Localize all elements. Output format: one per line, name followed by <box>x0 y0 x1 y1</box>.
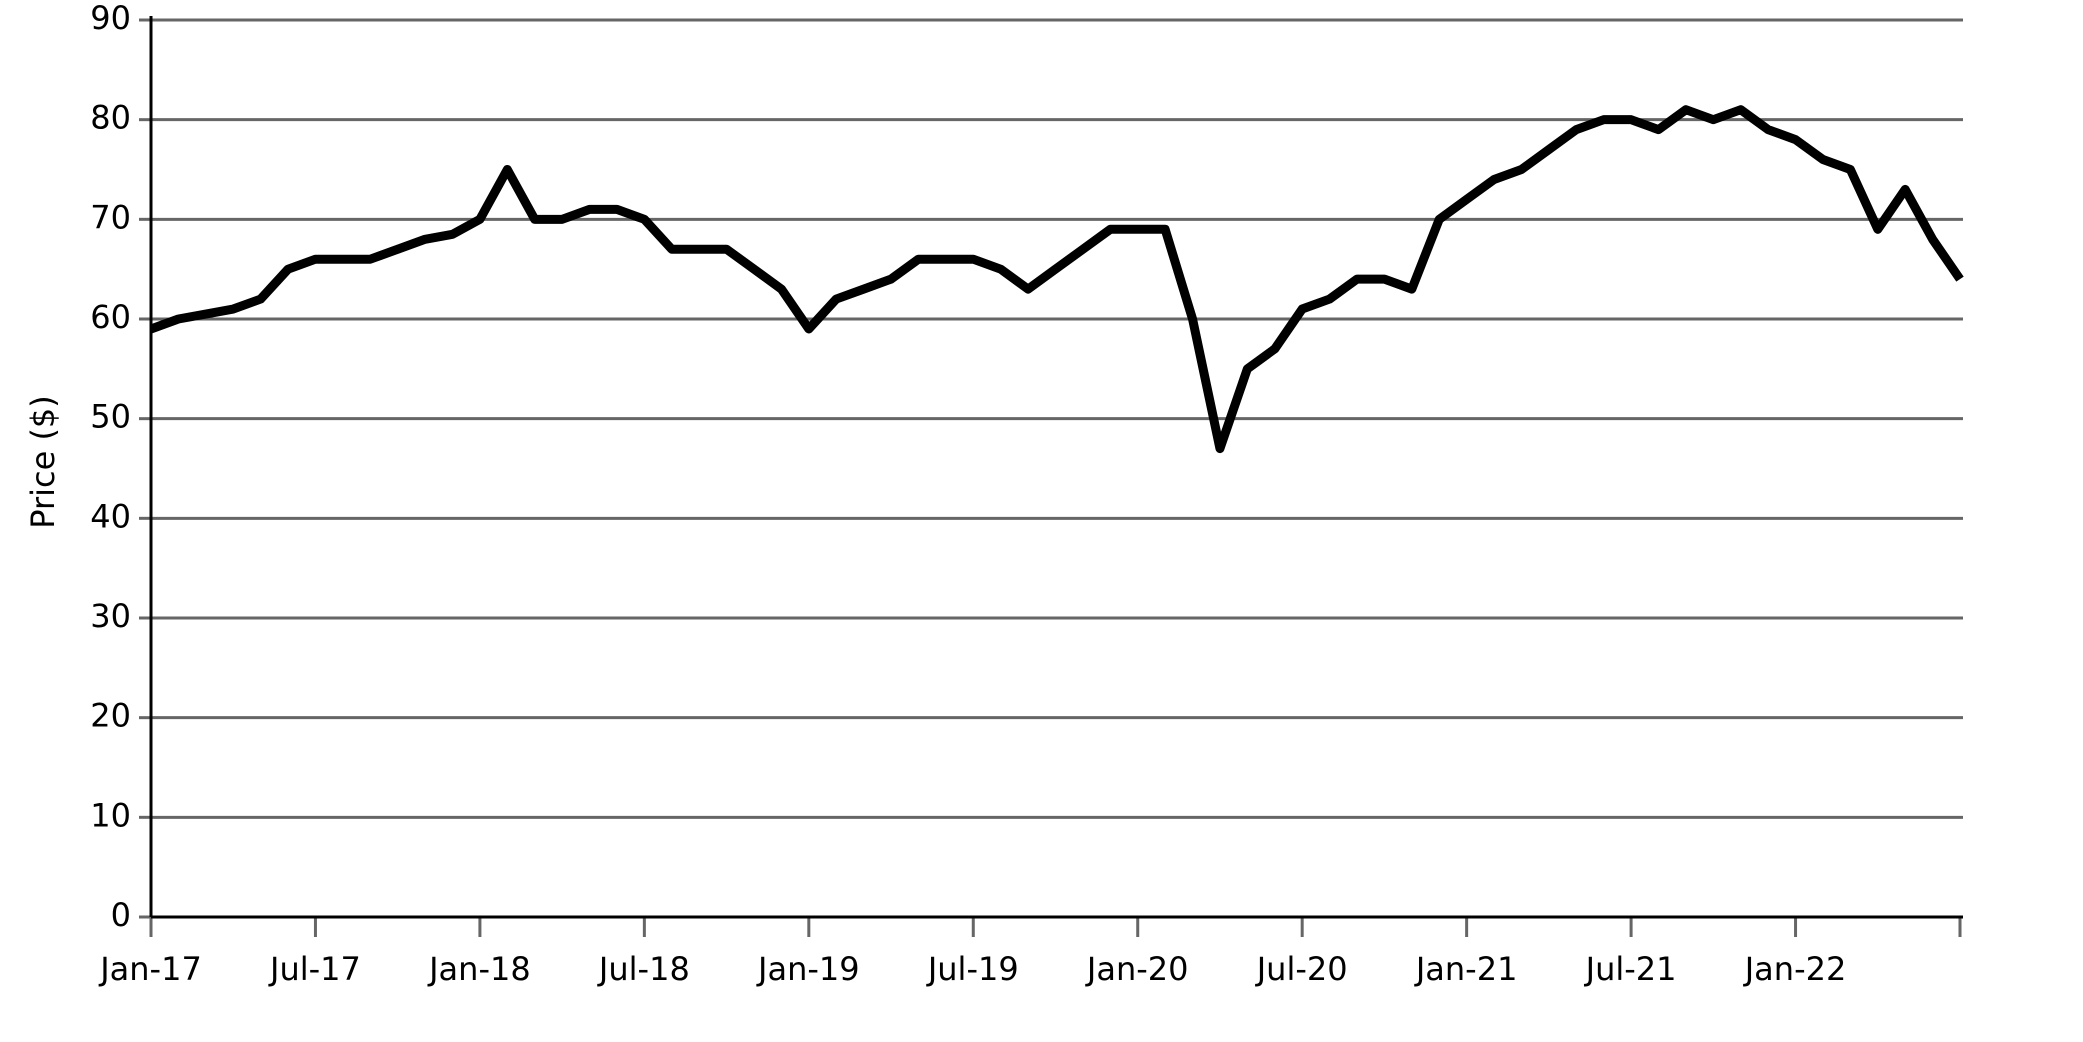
x-tick-label: Jul-18 <box>597 950 690 988</box>
y-axis-label: Price ($) <box>24 395 62 529</box>
x-tick-label: Jan-18 <box>427 950 531 988</box>
y-tick-label: 10 <box>90 796 131 834</box>
x-tick-label: Jul-21 <box>1584 950 1677 988</box>
y-tick-label: 60 <box>90 298 131 336</box>
x-tick-label: Jan-21 <box>1414 950 1518 988</box>
x-tick-label: Jul-17 <box>268 950 361 988</box>
y-tick-label: 50 <box>90 398 131 436</box>
y-tick-label: 40 <box>90 497 131 535</box>
x-tick-label: Jul-19 <box>926 950 1019 988</box>
y-tick-label: 90 <box>90 0 131 37</box>
y-tick-label: 70 <box>90 198 131 236</box>
y-tick-label: 0 <box>111 896 131 934</box>
y-tick-label: 20 <box>90 697 131 735</box>
y-tick-label: 30 <box>90 597 131 635</box>
y-tick-label: 80 <box>90 99 131 137</box>
x-tick-label: Jan-17 <box>98 950 202 988</box>
x-tick-label: Jan-19 <box>756 950 860 988</box>
x-tick-label: Jan-22 <box>1743 950 1847 988</box>
x-tick-label: Jul-20 <box>1255 950 1348 988</box>
x-tick-label: Jan-20 <box>1085 950 1189 988</box>
price-line <box>149 105 1964 454</box>
